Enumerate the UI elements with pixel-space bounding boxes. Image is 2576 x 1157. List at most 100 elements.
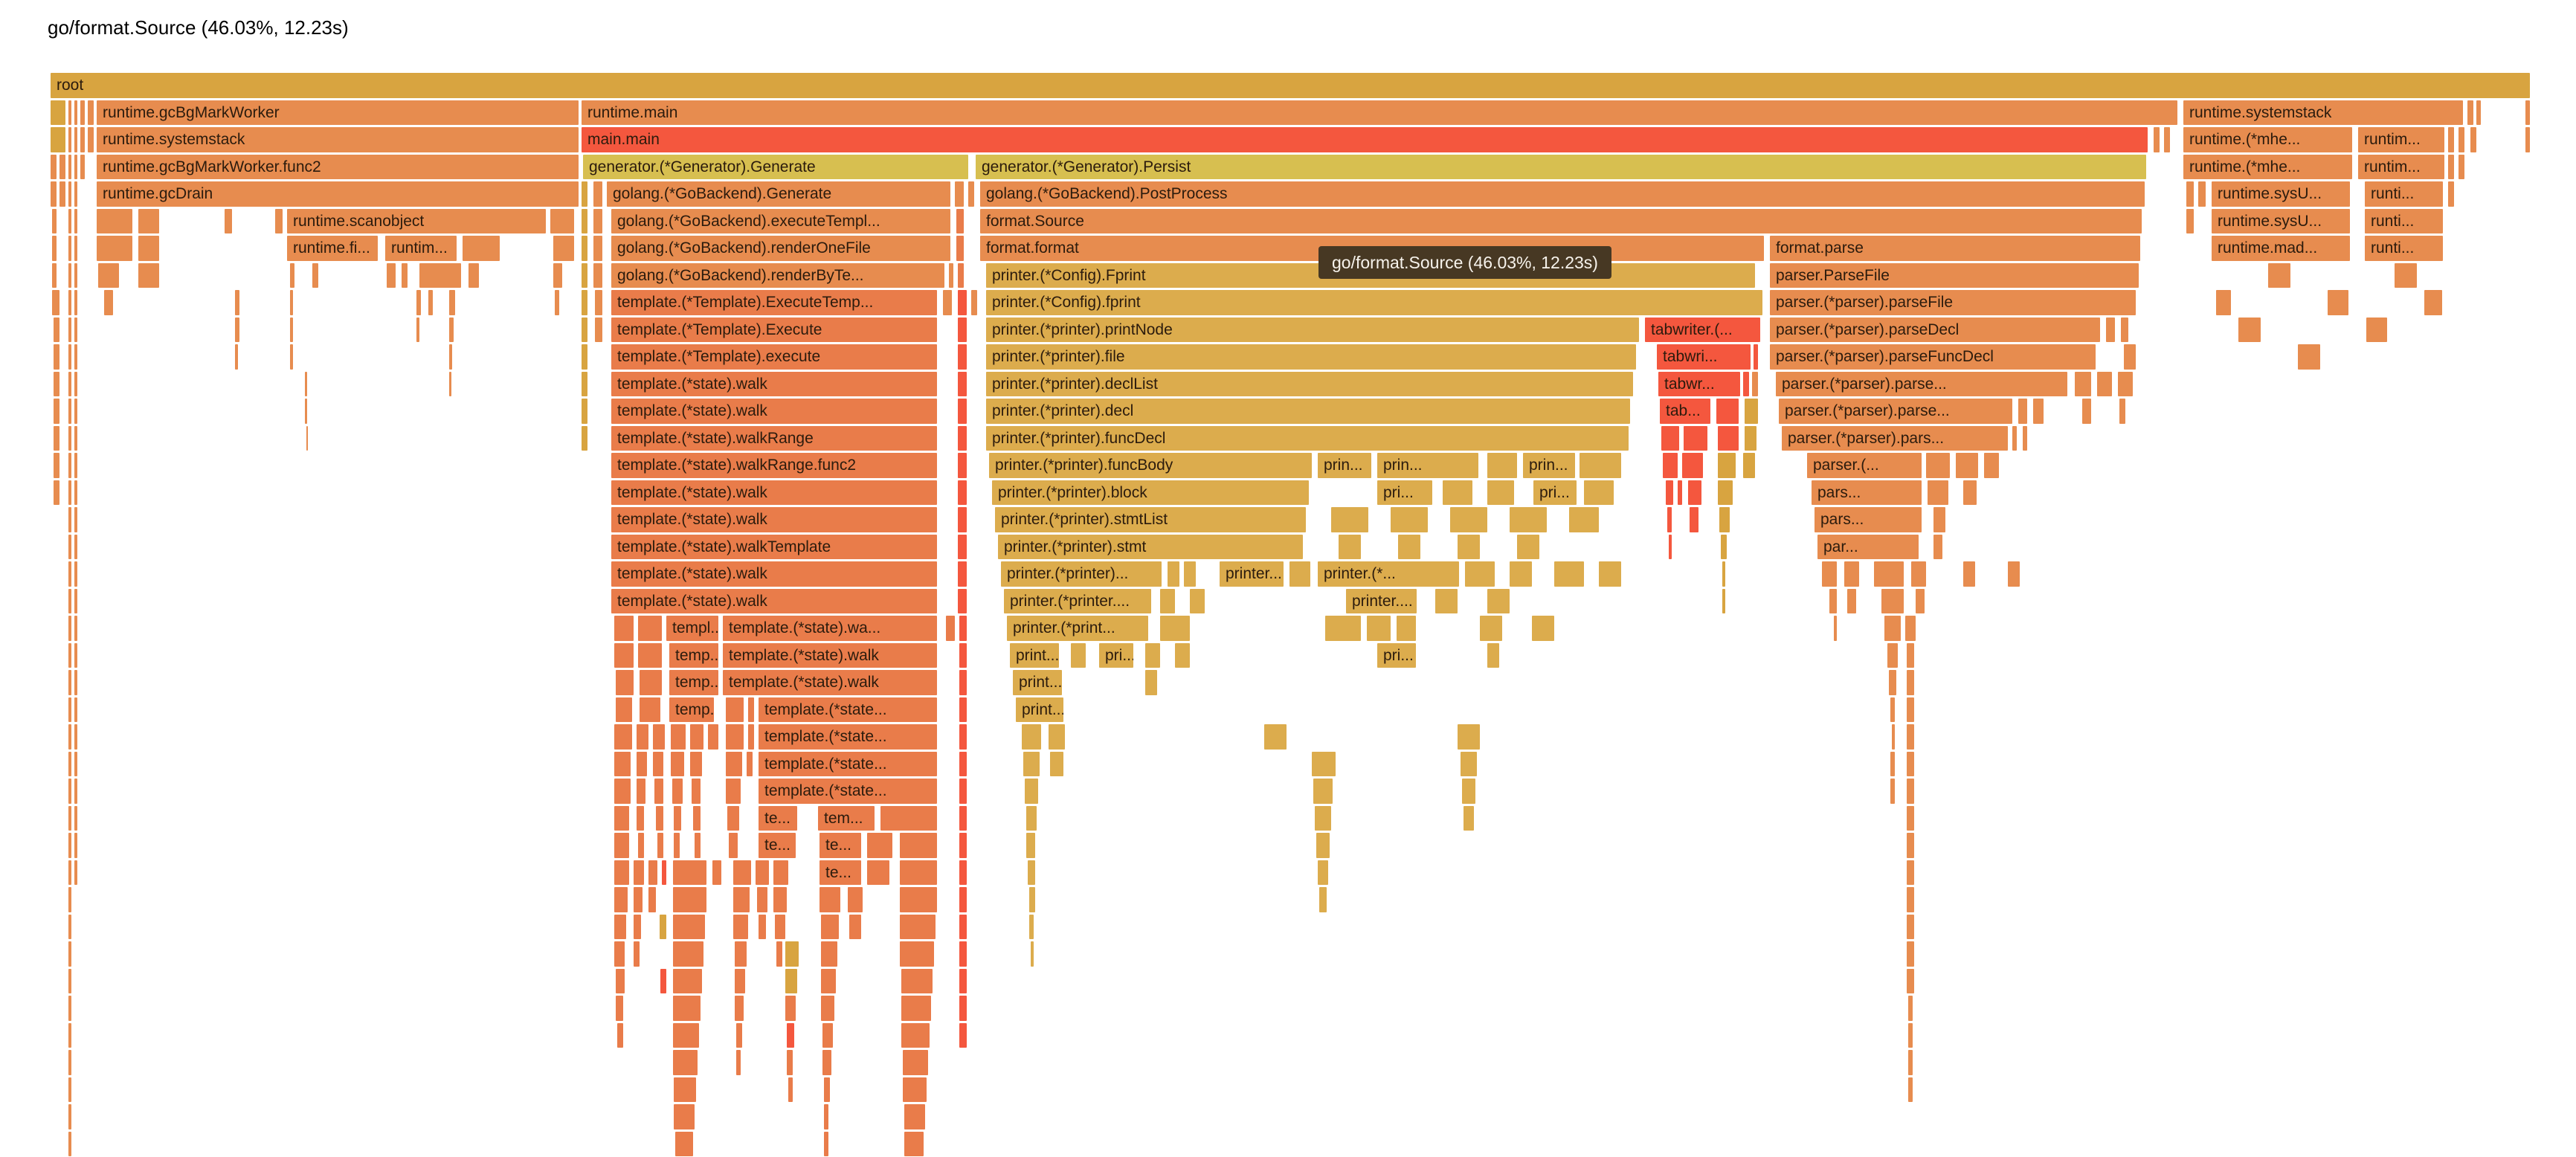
flame-frame-sliver[interactable]: [68, 317, 71, 342]
flame-frame-sliver[interactable]: [1026, 833, 1035, 858]
flame-frame-sliver[interactable]: [1510, 507, 1547, 532]
flame-frame-sliver[interactable]: [1464, 805, 1474, 831]
flame-frame-sliver[interactable]: [648, 887, 656, 912]
flame-frame-sliver[interactable]: [1926, 453, 1950, 478]
flame-frame-sliver[interactable]: [593, 262, 602, 288]
flame-frame-sliver[interactable]: [1661, 425, 1679, 451]
flame-frame-sliver[interactable]: [1663, 453, 1678, 478]
flame-frame[interactable]: temp...: [669, 670, 718, 695]
flame-frame-sliver[interactable]: [1907, 751, 1914, 776]
flame-frame-sliver[interactable]: [1669, 534, 1672, 559]
flame-frame-sliver[interactable]: [1933, 534, 1942, 559]
flame-frame-sliver[interactable]: [959, 616, 967, 641]
flame-frame-sliver[interactable]: [582, 236, 587, 261]
flame-frame-sliver[interactable]: [1908, 1050, 1913, 1075]
flame-frame-sliver[interactable]: [959, 779, 967, 804]
flame-frame-sliver[interactable]: [449, 371, 451, 396]
flame-frame[interactable]: pri...: [1099, 642, 1133, 668]
flame-frame-sliver[interactable]: [1397, 616, 1416, 641]
flame-frame[interactable]: printer.(*printer).funcDecl: [986, 425, 1629, 451]
flame-frame-sliver[interactable]: [1667, 507, 1672, 532]
flame-frame[interactable]: format.Source: [980, 208, 2142, 233]
flame-frame-sliver[interactable]: [104, 290, 113, 315]
flame-frame-sliver[interactable]: [52, 262, 57, 288]
flame-frame-sliver[interactable]: [900, 887, 937, 912]
flame-frame-sliver[interactable]: [138, 208, 159, 233]
flame-frame[interactable]: runtim...: [2358, 127, 2444, 152]
flame-frame-sliver[interactable]: [1887, 642, 1898, 668]
flame-frame-sliver[interactable]: [2525, 100, 2530, 125]
flame-frame-sliver[interactable]: [68, 588, 71, 613]
flame-frame-sliver[interactable]: [68, 751, 71, 776]
flame-frame-sliver[interactable]: [582, 344, 587, 370]
flame-frame-sliver[interactable]: [726, 697, 744, 722]
flame-frame-sliver[interactable]: [736, 1050, 741, 1075]
flame-frame-sliver[interactable]: [903, 1077, 927, 1102]
flame-frame-sliver[interactable]: [74, 805, 77, 831]
flame-frame[interactable]: te...: [820, 860, 861, 885]
flame-frame[interactable]: printer....: [1346, 588, 1417, 613]
flame-frame[interactable]: template.(*state...: [759, 697, 937, 722]
flame-frame-sliver[interactable]: [673, 996, 701, 1021]
flame-frame-sliver[interactable]: [74, 317, 77, 342]
flame-frame[interactable]: runti...: [2365, 236, 2443, 261]
flame-frame-sliver[interactable]: [74, 262, 77, 288]
flame-frame-sliver[interactable]: [614, 724, 632, 750]
flame-frame[interactable]: par...: [1817, 534, 1919, 559]
flame-frame-sliver[interactable]: [959, 941, 967, 967]
flame-frame-sliver[interactable]: [693, 805, 701, 831]
flame-frame-sliver[interactable]: [1312, 751, 1336, 776]
flame-frame-sliver[interactable]: [2012, 425, 2017, 451]
flame-frame-sliver[interactable]: [2118, 371, 2133, 396]
flame-frame-sliver[interactable]: [638, 833, 644, 858]
flame-frame-sliver[interactable]: [1443, 480, 1472, 505]
flame-frame-sliver[interactable]: [1339, 534, 1361, 559]
flame-frame[interactable]: runtime.mad...: [2212, 236, 2350, 261]
flame-frame[interactable]: runtime.sysU...: [2212, 181, 2350, 207]
flame-frame[interactable]: parser.(*parser).parse...: [1779, 399, 2012, 424]
flame-frame-sliver[interactable]: [785, 941, 799, 967]
flame-frame-sliver[interactable]: [51, 127, 65, 152]
flame-frame-sliver[interactable]: [74, 453, 77, 478]
flame-frame-sliver[interactable]: [729, 833, 738, 858]
flame-frame-sliver[interactable]: [74, 154, 77, 179]
flame-frame-sliver[interactable]: [68, 480, 71, 505]
flame-frame[interactable]: printer.(*Config).fprint: [986, 290, 1762, 315]
flame-frame-sliver[interactable]: [614, 616, 634, 641]
flame-frame-sliver[interactable]: [52, 236, 57, 261]
flame-frame-sliver[interactable]: [74, 616, 77, 641]
flame-frame-sliver[interactable]: [235, 290, 239, 315]
flame-frame-sliver[interactable]: [68, 507, 71, 532]
flame-frame[interactable]: runtime.(*mhe...: [2183, 127, 2352, 152]
flame-frame-sliver[interactable]: [2424, 290, 2442, 315]
flame-frame-sliver[interactable]: [74, 588, 77, 613]
flame-frame[interactable]: parser.(...: [1807, 453, 1922, 478]
flame-frame-sliver[interactable]: [958, 561, 967, 587]
flame-frame-sliver[interactable]: [68, 1022, 71, 1048]
flame-frame-sliver[interactable]: [54, 399, 59, 424]
flame-frame-sliver[interactable]: [1754, 344, 1758, 370]
flame-frame-sliver[interactable]: [1264, 724, 1287, 750]
flame-frame-sliver[interactable]: [614, 860, 629, 885]
flame-frame-sliver[interactable]: [1890, 697, 1895, 722]
flame-frame-sliver[interactable]: [51, 100, 65, 125]
flame-frame[interactable]: runtime.scanobject: [287, 208, 546, 233]
flame-frame-sliver[interactable]: [582, 290, 587, 315]
flame-frame-sliver[interactable]: [1510, 561, 1532, 587]
flame-frame-sliver[interactable]: [138, 262, 159, 288]
flame-frame[interactable]: printer.(*print...: [1007, 616, 1148, 641]
flame-frame[interactable]: tabwri...: [1657, 344, 1751, 370]
flame-frame[interactable]: printer.(*printer).stmt: [998, 534, 1303, 559]
flame-frame-sliver[interactable]: [68, 208, 71, 233]
flame-frame-sliver[interactable]: [582, 425, 587, 451]
flame-frame-sliver[interactable]: [68, 914, 71, 939]
flame-frame-sliver[interactable]: [1313, 779, 1333, 804]
flame-frame-sliver[interactable]: [958, 262, 964, 288]
flame-frame-sliver[interactable]: [1905, 616, 1916, 641]
flame-frame-sliver[interactable]: [1892, 724, 1895, 750]
flame-frame-sliver[interactable]: [1315, 805, 1331, 831]
flame-frame-sliver[interactable]: [2119, 399, 2125, 424]
flame-frame-sliver[interactable]: [80, 100, 85, 125]
flame-frame-sliver[interactable]: [617, 1022, 623, 1048]
flame-frame-sliver[interactable]: [80, 127, 85, 152]
